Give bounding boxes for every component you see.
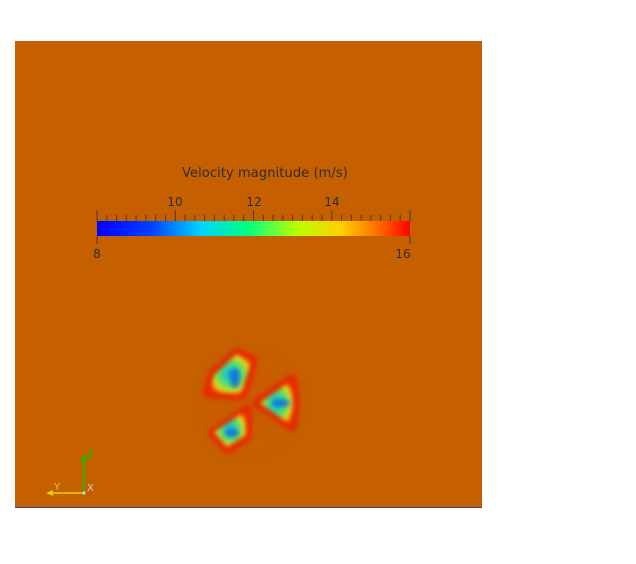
colorbar-tick-10: 10	[167, 195, 183, 209]
axis-x-label: X	[87, 483, 94, 494]
wake-halo	[151, 303, 351, 503]
colorbar-tick-12: 12	[246, 195, 262, 209]
colorbar-min-label: 8	[93, 247, 101, 261]
colorbar-minor-ticks	[96, 210, 411, 221]
velocity-colorbar: Velocity magnitude (m/s) 10 12	[93, 166, 413, 266]
wake-field-plot	[151, 303, 351, 503]
colorbar-max-label: 16	[395, 247, 411, 261]
colorbar-tick-14: 14	[324, 195, 340, 209]
colorbar-scale	[96, 210, 411, 244]
colorbar-title: Velocity magnitude (m/s)	[182, 166, 348, 181]
axis-y-label: Y	[54, 482, 61, 493]
low-velocity-spots	[225, 368, 290, 437]
render-viewport[interactable]: Velocity magnitude (m/s) 10 12	[15, 41, 482, 507]
axes-lines	[46, 454, 87, 496]
colorbar-gradient	[97, 221, 410, 236]
orientation-axes[interactable]: Z Y X	[30, 449, 94, 501]
axis-z-label: Z	[87, 450, 94, 461]
